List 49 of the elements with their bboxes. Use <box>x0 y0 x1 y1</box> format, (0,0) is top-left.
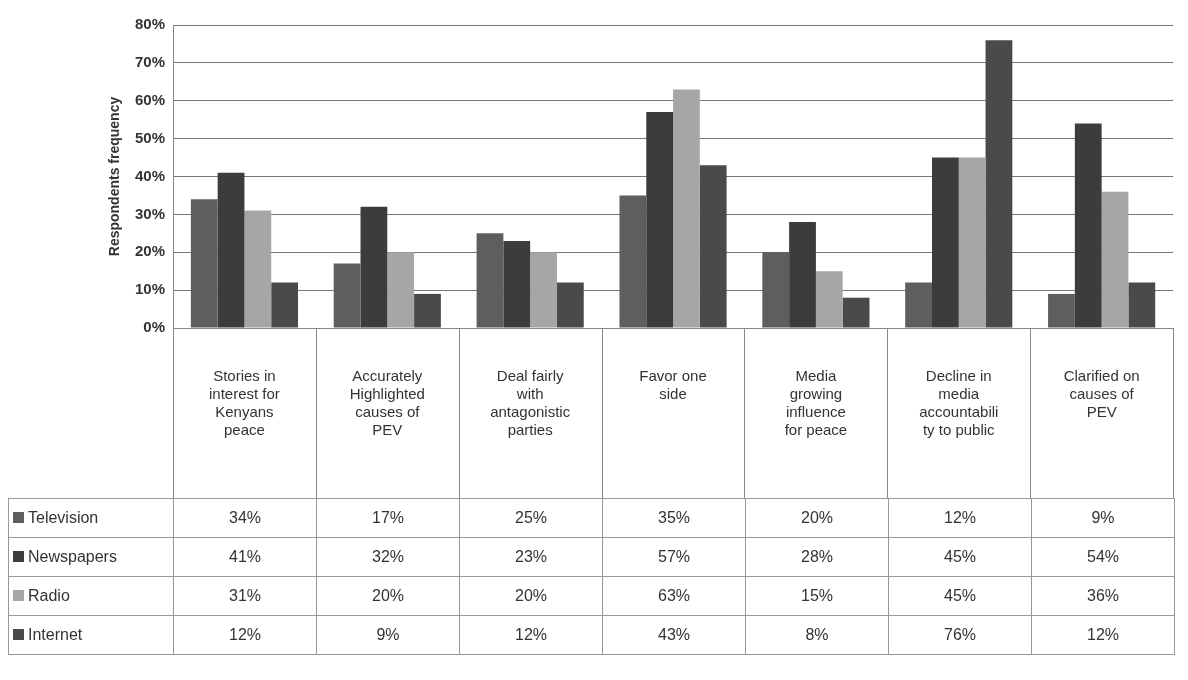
y-tick-label: 80% <box>134 15 165 33</box>
data-label: 63% <box>602 576 746 616</box>
y-axis-title: Respondents frequency <box>106 96 123 257</box>
data-label: 41% <box>173 537 317 577</box>
x-tick-label: Deal fairly with antagonistic parties <box>490 367 571 439</box>
legend-label: Internet <box>28 626 83 643</box>
data-label: 9% <box>1031 498 1175 538</box>
data-label: 12% <box>459 615 603 655</box>
y-tick-label: 0% <box>143 318 165 336</box>
x-tick-label: Clarified on causes of PEV <box>1063 367 1140 421</box>
data-label: 32% <box>316 537 460 577</box>
legend-label: Television <box>28 509 99 526</box>
data-label: 25% <box>459 498 603 538</box>
data-label: 76% <box>888 615 1032 655</box>
data-label: 20% <box>316 576 460 616</box>
data-label: 12% <box>888 498 1032 538</box>
data-label: 9% <box>316 615 460 655</box>
legend-label: Radio <box>28 587 70 604</box>
data-label: 43% <box>602 615 746 655</box>
y-tick-label: 40% <box>134 166 165 184</box>
x-tick-label: Stories in interest for Kenyans peace <box>209 367 280 439</box>
data-label: 34% <box>173 498 317 538</box>
data-label: 28% <box>745 537 889 577</box>
y-tick-label: 60% <box>134 90 165 108</box>
x-tick-label: Decline in media accountability to public <box>919 367 999 439</box>
data-label: 12% <box>173 615 317 655</box>
x-tick-label: Favor one side <box>639 367 707 403</box>
data-label: 45% <box>888 576 1032 616</box>
data-label: 17% <box>316 498 460 538</box>
data-label: 23% <box>459 537 603 577</box>
data-label: 20% <box>459 576 603 616</box>
data-label: 12% <box>1031 615 1175 655</box>
data-label: 36% <box>1031 576 1175 616</box>
data-label: 35% <box>602 498 746 538</box>
data-label: 8% <box>745 615 889 655</box>
y-tick-label: 30% <box>134 204 165 222</box>
legend-label: Newspapers <box>28 548 117 565</box>
data-label: 45% <box>888 537 1032 577</box>
y-tick-label: 50% <box>134 128 165 146</box>
y-tick-label: 20% <box>134 242 165 260</box>
data-label: 57% <box>602 537 746 577</box>
data-label: 54% <box>1031 537 1175 577</box>
y-tick-label: 70% <box>134 53 165 71</box>
y-tick-label: 10% <box>134 280 165 298</box>
x-tick-label: Accurately Highlighted causes of PEV <box>349 367 425 439</box>
x-tick-label: Media growing influence for peace <box>784 367 848 439</box>
data-label: 31% <box>173 576 317 616</box>
data-label: 15% <box>745 576 889 616</box>
data-label: 20% <box>745 498 889 538</box>
